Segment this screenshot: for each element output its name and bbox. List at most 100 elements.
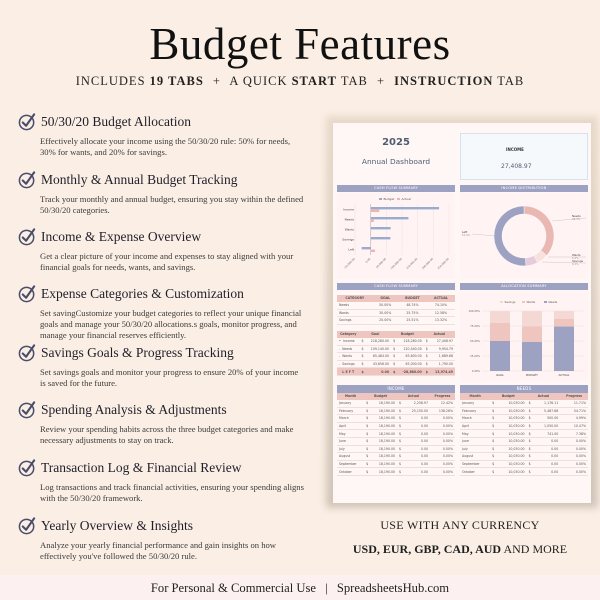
table-row: October $18,190.00 $0.00 0.00% [337, 467, 455, 476]
subtitle-bold: INSTRUCTION [394, 74, 494, 88]
income-distribution-chart: Needs 36.3% Wants 6.2% Savings 6.5% Left 51.0% [460, 193, 588, 279]
svg-text:Actual: Actual [402, 197, 412, 201]
svg-text:BUDGET: BUDGET [526, 373, 538, 377]
feature-header: 50/30/20 Budget Allocation [18, 112, 318, 131]
footer: For Personal & Commercial Use | Spreadsh… [0, 581, 600, 596]
svg-text:Savings: Savings [572, 259, 583, 263]
feature-description: Get a clear picture of your income and e… [40, 251, 294, 272]
svg-text:Budget: Budget [384, 197, 396, 201]
checkmark-circle-icon [18, 459, 36, 477]
table-row: May $18,190.00 $0.00 0.00% [337, 429, 455, 438]
svg-text:Income: Income [343, 208, 354, 212]
feature-item: Spending Analysis & Adjustments Review yo… [18, 400, 318, 446]
feature-description: Review your spending habits across the t… [40, 424, 294, 445]
svg-text:Savings: Savings [505, 300, 516, 304]
svg-text:6.5%: 6.5% [572, 262, 579, 266]
table-row: - Wants $65,484.00 $63,600.00 $1,689.68 [337, 352, 455, 361]
income-monthly-table: Month Budget Actual Progress January $18,190.… [337, 393, 455, 476]
feature-item: Monthly & Annual Budget Tracking Track yo… [18, 170, 318, 216]
currency-list: USD, EUR, GBP, CAD, AUD AND MORE [320, 542, 600, 557]
footer-bar [0, 575, 600, 600]
table-row: September $10,030.00 $0.00 0.00% [460, 460, 588, 469]
subtitle-separator: + [376, 74, 386, 88]
svg-text:0.00: 0.00 [364, 257, 371, 264]
table-row: Wants 30.00% 25.75% 12.58% [337, 309, 455, 318]
table-row: Needs 50.00% 48.74% 74.10% [337, 301, 455, 310]
checkmark-circle-icon [18, 228, 36, 246]
svg-text:75.00%: 75.00% [470, 324, 480, 328]
feature-description: Analyze your yearly financial performanc… [40, 540, 277, 561]
table-row: April $10,030.00 $1,050.00 10.47% [460, 422, 588, 431]
checkmark-circle-icon [18, 344, 36, 362]
svg-text:25.00%: 25.00% [470, 354, 480, 358]
checkmark-circle-icon [18, 171, 36, 189]
table-row: October $10,030.00 $0.00 0.00% [460, 467, 588, 476]
svg-text:Wants: Wants [527, 300, 536, 304]
table-row: June $10,030.00 $0.00 0.00% [460, 437, 588, 446]
checkmark-circle-icon [18, 401, 36, 419]
footer-separator: | [325, 581, 328, 595]
feature-title: Expense Categories & Customization [41, 285, 244, 301]
feature-title: Savings Goals & Progress Tracking [41, 344, 234, 360]
table-row-left: L E F T $0.00 $ -28,680.00 $13,974.49 [337, 367, 455, 376]
feature-item: Transaction Log & Financial Review Log tr… [18, 458, 318, 504]
svg-text:100,000.00: 100,000.00 [389, 257, 403, 271]
feature-title: Income & Expense Overview [41, 228, 202, 244]
subtitle-text: INCLUDES [75, 74, 150, 88]
feature-title: Spending Analysis & Adjustments [41, 401, 227, 417]
subtitle-separator: + [212, 74, 221, 88]
allocation-summary-header: ALLOCATION SUMMARY [460, 283, 588, 290]
feature-header: Spending Analysis & Adjustments [18, 400, 318, 419]
footer-website: SpreadsheetsHub.com [336, 581, 450, 595]
feature-item: 50/30/20 Budget Allocation Effectively al… [18, 112, 318, 158]
subtitle-text: TAB [493, 74, 525, 88]
table-row: August $18,190.00 $0.00 0.00% [337, 452, 455, 461]
currency-codes: USD, EUR, GBP, CAD, AUD [352, 542, 502, 556]
subtitle-text: TAB [336, 74, 368, 88]
svg-text:Needs: Needs [345, 218, 355, 222]
footer-usage: For Personal & Commercial Use [150, 581, 316, 595]
svg-text:ACTUAL: ACTUAL [558, 373, 569, 377]
svg-text:36.3%: 36.3% [572, 217, 581, 221]
needs-table-header: NEEDS [460, 385, 588, 393]
svg-text:Wants: Wants [572, 253, 581, 257]
svg-text:0.00%: 0.00% [472, 369, 481, 373]
feature-description: Set savingCustomize your budget categori… [40, 308, 302, 340]
checkmark-circle-icon [18, 517, 36, 535]
cashflow-bar-chart: Budget Actual Income Needs Wants Savings Lef… [342, 197, 450, 271]
income-value: 27,408.97 [501, 163, 532, 170]
feature-title: Yearly Overview & Insights [41, 517, 193, 533]
table-row: February $10,030.00 $5,487.68 54.71% [460, 407, 588, 416]
subtitle-text: A QUICK [229, 74, 292, 88]
needs-monthly-table: Month Budget Actual Progress January $10,030.… [460, 393, 588, 476]
pct-table: CATEGORY GOAL BUDGET ACTUAL Needs 50.00% 48.74… [337, 295, 455, 325]
svg-text:Needs: Needs [549, 300, 558, 304]
table-row: January $18,190.00 $2,258.97 12.42% [337, 399, 455, 408]
income-distribution-header: INCOME DISTRIBUTION [460, 185, 588, 192]
table-row: February $18,190.00 $25,150.00 138.26% [337, 407, 455, 416]
svg-text:Left: Left [462, 230, 468, 234]
svg-text:51.0%: 51.0% [462, 233, 471, 237]
feature-header: Income & Expense Overview [18, 227, 318, 246]
table-row: January $10,030.00 $1,176.11 11.71% [460, 399, 588, 408]
feature-header: Expense Categories & Customization [18, 284, 318, 303]
dashboard-preview: 2025 Annual Dashboard INCOME 27,408.97 C… [333, 123, 591, 503]
feature-description: Set savings goals and monitor your progr… [40, 367, 299, 388]
table-row: June $18,190.00 $0.00 0.00% [337, 437, 455, 446]
svg-text:Wants: Wants [345, 228, 355, 232]
allocation-stacked-chart: Savings Wants Needs 100.00% 75.00% 50.00% 25.0… [468, 300, 584, 377]
currency-heading: USE WITH ANY CURRENCY [380, 518, 540, 532]
subtitle-bold: 19 TABS [149, 74, 204, 88]
page-subtitle: INCLUDES 19 TABS + A QUICK START TAB + I… [0, 74, 600, 89]
table-row: - Savings $43,656.00 $63,000.00 $1,790.00 [337, 360, 455, 369]
feature-title: Monthly & Annual Budget Tracking [41, 171, 238, 187]
svg-text:150,000.00: 150,000.00 [405, 257, 419, 271]
table-row: September $18,190.00 $0.00 0.00% [337, 460, 455, 469]
svg-text:Left: Left [348, 248, 354, 252]
svg-text:Savings: Savings [342, 238, 354, 242]
svg-text:50.00%: 50.00% [470, 339, 480, 343]
svg-text:6.2%: 6.2% [572, 256, 579, 260]
cashflow-summary-header: CASH FLOW SUMMARY [337, 283, 455, 290]
feature-item: Savings Goals & Progress Tracking Set sav… [18, 343, 318, 389]
